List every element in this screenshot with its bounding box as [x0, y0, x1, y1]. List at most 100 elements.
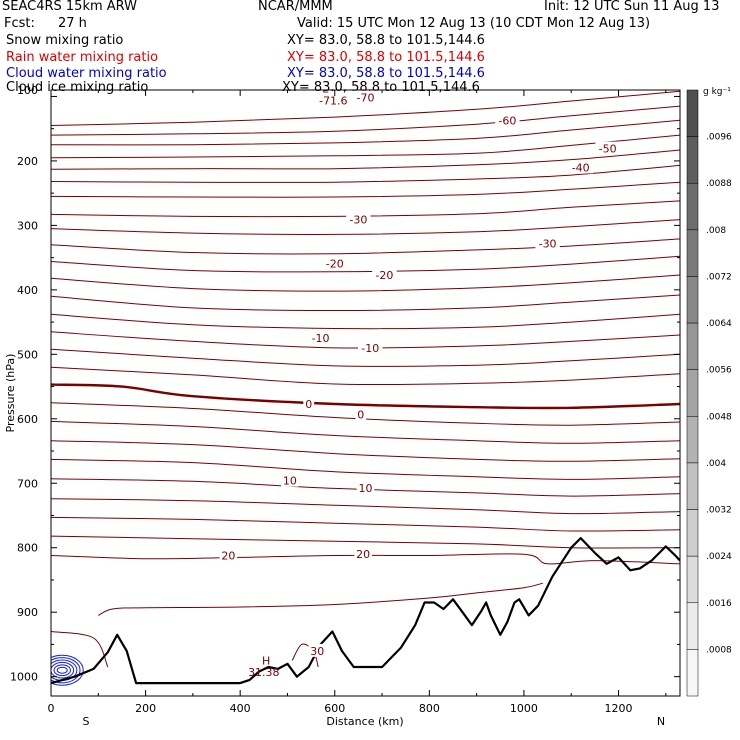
colorbar-label: .0032 — [706, 506, 732, 516]
field-snow-xy: XY= 83.0, 58.8 to 101.5,144.6 — [287, 33, 485, 48]
extremum-label: 31.38 — [248, 666, 280, 679]
field-cloudwater-name: Cloud water mixing ratio — [6, 66, 167, 81]
colorbar-swatch — [686, 322, 699, 370]
contour-label: 0 — [305, 398, 312, 411]
contour-label: -20 — [326, 257, 344, 270]
forecast-hours: 27 h — [58, 16, 87, 31]
cloud-water-contour — [51, 654, 84, 686]
contour-label: 20 — [356, 548, 370, 561]
x-tick-label: 800 — [419, 702, 440, 715]
isotherm-line — [51, 516, 680, 532]
colorbar-swatch — [686, 555, 699, 604]
colorbar-swatch — [686, 416, 699, 464]
isotherm-line — [98, 582, 543, 616]
contour-label-bg — [595, 141, 620, 155]
x-tick-label: 1200 — [605, 702, 633, 715]
colorbar-label: .008 — [706, 226, 726, 236]
colorbar-swatch — [686, 602, 699, 650]
organization: NCAR/MMM — [258, 0, 333, 14]
isotherm-line — [51, 181, 680, 198]
cloud-water-contour — [56, 666, 68, 674]
isotherm-line — [51, 90, 680, 126]
colorbar-label: .0008 — [706, 645, 732, 655]
x-tick-label: 200 — [135, 702, 156, 715]
isotherm-line — [51, 200, 680, 218]
contour-label: -30 — [539, 237, 557, 250]
contour-label-bg — [535, 236, 560, 250]
isotherm-line — [51, 478, 680, 497]
y-tick-label: 300 — [17, 219, 38, 232]
colorbar-swatch — [686, 229, 699, 277]
contour-label: 30 — [310, 645, 324, 658]
contour-label-bg — [358, 340, 383, 354]
start-endpoint-label: S — [83, 715, 90, 728]
contour-label: 10 — [283, 475, 297, 488]
isotherm-line — [51, 383, 680, 410]
contour-label-bg — [281, 473, 299, 487]
isotherm-line — [51, 255, 680, 273]
x-tick-label: 1000 — [510, 702, 538, 715]
isotherm-line — [51, 553, 680, 565]
contour-label-bg — [314, 93, 353, 107]
isotherm-line — [51, 458, 680, 480]
contour-label: -70 — [357, 92, 375, 105]
x-tick-label: 0 — [48, 702, 55, 715]
y-tick-label: 900 — [17, 606, 38, 619]
end-endpoint-label: N — [657, 715, 665, 728]
contour-label-bg — [308, 331, 333, 345]
colorbar-swatch — [686, 182, 699, 231]
model-name: SEAC4RS 15km ARW — [2, 0, 138, 14]
contour-label: 0 — [357, 408, 364, 421]
isotherm-line — [51, 219, 680, 235]
colorbar-label: .004 — [706, 459, 726, 469]
contour-label: -60 — [498, 114, 516, 127]
isotherm-line — [51, 313, 680, 330]
field-rain-xy: XY= 83.0, 58.8 to 101.5,144.6 — [287, 50, 485, 65]
contour-label-bg — [322, 256, 347, 270]
colorbar-swatch — [686, 89, 699, 137]
y-tick-label: 200 — [17, 155, 38, 168]
isotherm-line — [51, 348, 680, 367]
isotherm-line — [51, 535, 680, 549]
colorbar-label: .0072 — [706, 272, 732, 282]
forecast-label: Fcst: — [4, 16, 35, 31]
contour-label: -10 — [312, 332, 330, 345]
colorbar-swatch — [686, 462, 699, 510]
isotherm-line — [51, 498, 680, 515]
isotherm-line — [51, 331, 680, 349]
y-axis-title: Pressure (hPa) — [4, 354, 17, 433]
y-tick-label-top: 100 — [17, 84, 38, 97]
colorbar-swatch — [686, 649, 699, 697]
init-time: Init: 12 UTC Sun 11 Aug 13 — [544, 0, 720, 14]
contour-label: -30 — [349, 214, 367, 227]
field-rain-name: Rain water mixing ratio — [6, 50, 159, 65]
colorbar-swatch — [686, 136, 699, 184]
colorbar-label: .0016 — [706, 599, 732, 609]
isotherm-line — [51, 274, 680, 292]
y-tick-label: 500 — [17, 348, 38, 361]
isotherm-line — [51, 119, 680, 146]
y-tick-label: 600 — [17, 413, 38, 426]
contour-label-bg — [353, 90, 378, 104]
y-tick-label: 800 — [17, 542, 38, 555]
contour-label: 10 — [359, 482, 373, 495]
colorbar-label: .0064 — [706, 319, 732, 329]
cloud-water-contour — [51, 661, 75, 679]
contour-label: -20 — [375, 269, 393, 282]
contour-label-bg — [495, 113, 520, 127]
contour-label-bg — [354, 547, 372, 561]
valid-time: Valid: 15 UTC Mon 12 Aug 13 (10 CDT Mon … — [297, 16, 651, 31]
y-tick-label: 1000 — [10, 671, 38, 684]
field-snow-name: Snow mixing ratio — [6, 33, 124, 48]
isotherm-line — [291, 643, 319, 668]
contour-label-bg — [346, 212, 371, 226]
contour-label-bg — [355, 407, 367, 421]
colorbar-swatch — [686, 509, 699, 557]
colorbar-label: .0024 — [706, 552, 732, 562]
contour-label: -50 — [599, 143, 617, 156]
isotherm-line — [51, 366, 680, 386]
isotherm-line — [51, 105, 680, 136]
isotherm-line — [51, 440, 680, 462]
extremum-label: L — [322, 83, 329, 96]
